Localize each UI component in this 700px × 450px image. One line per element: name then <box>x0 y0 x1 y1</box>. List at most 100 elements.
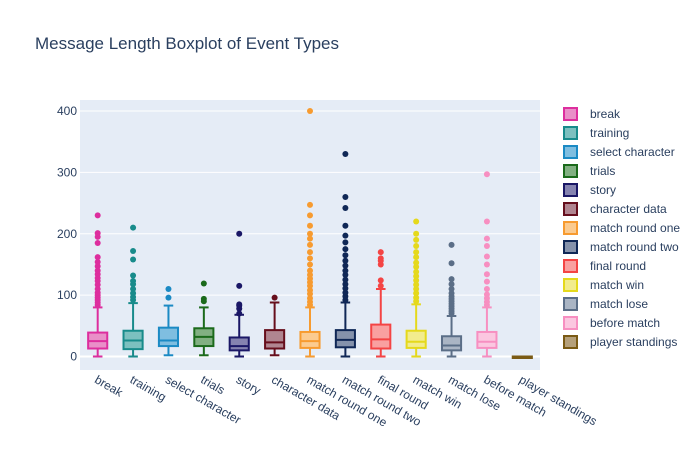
legend-label: player standings <box>590 335 677 349</box>
outlier-point <box>94 267 101 274</box>
outlier-point <box>130 256 137 263</box>
box-character-data <box>264 294 286 357</box>
outlier-point <box>342 271 349 278</box>
outlier-point <box>342 289 349 296</box>
legend-label: break <box>590 107 621 121</box>
outlier-point <box>236 230 243 237</box>
box-match-win <box>405 218 427 358</box>
legend-label: match round two <box>590 240 679 254</box>
legend-swatch <box>563 183 578 197</box>
outlier-point <box>307 271 313 278</box>
outlier-point <box>448 286 455 292</box>
legend-label: select character <box>590 145 675 159</box>
outlier-point <box>94 259 101 265</box>
outlier-point <box>342 232 349 239</box>
legend-item-match-round-one: match round one <box>563 221 680 235</box>
legend-swatch <box>563 145 578 159</box>
chart-title: Message Length Boxplot of Event Types <box>35 34 339 53</box>
outlier-point <box>377 255 384 262</box>
outlier-point <box>483 235 490 242</box>
outlier-point <box>483 286 490 292</box>
outlier-point <box>342 193 349 200</box>
legend-item-player-standings: player standings <box>563 335 677 349</box>
legend-label: match win <box>590 278 644 292</box>
y-tick-label: 300 <box>57 165 77 179</box>
outlier-point <box>377 277 384 284</box>
legend-item-match-round-two: match round two <box>563 240 679 254</box>
outlier-point <box>307 230 313 237</box>
legend-swatch <box>563 164 578 178</box>
outlier-point <box>448 260 455 267</box>
outlier-point <box>413 236 420 243</box>
iqr-box <box>370 323 392 350</box>
outlier-point <box>307 249 313 256</box>
outlier-point <box>413 218 420 225</box>
iqr-box <box>157 326 180 348</box>
outlier-point <box>413 243 420 250</box>
outlier-point <box>483 243 490 250</box>
legend-item-before-match: before match <box>563 316 660 330</box>
legend-label: training <box>590 126 629 140</box>
outlier-point <box>236 310 243 317</box>
outlier-point <box>342 276 349 283</box>
legend-swatch <box>563 278 578 292</box>
outlier-point <box>307 212 313 219</box>
outlier-point <box>307 261 313 268</box>
outlier-point <box>342 151 349 157</box>
outlier-point <box>342 222 349 229</box>
outlier-point <box>200 295 207 302</box>
box-break <box>87 212 109 358</box>
legend-swatch <box>563 335 578 349</box>
box-player-standings <box>511 355 533 359</box>
outlier-point <box>342 267 349 274</box>
outlier-point <box>236 282 243 289</box>
y-tick-label: 200 <box>57 227 77 241</box>
outlier-point <box>307 287 313 294</box>
box-before-match <box>476 171 498 358</box>
outlier-point <box>130 286 137 292</box>
outlier-point <box>342 205 349 211</box>
box-training <box>122 224 144 358</box>
iqr-box <box>476 330 498 349</box>
outlier-point <box>94 239 101 246</box>
y-tick-label: 400 <box>57 104 77 118</box>
outlier-point <box>413 259 420 266</box>
outlier-point <box>483 253 490 260</box>
legend-item-character-data: character data <box>563 202 667 216</box>
iqr-box <box>440 335 463 352</box>
outlier-point <box>130 247 137 254</box>
x-tick-label-break: break <box>92 372 126 400</box>
legend-label: story <box>590 183 616 197</box>
legend-item-story: story <box>563 183 616 197</box>
outlier-point <box>377 249 384 256</box>
outlier-point <box>448 241 455 248</box>
box-select-character <box>157 286 180 357</box>
outlier-point <box>483 291 490 298</box>
iqr-box <box>299 330 321 349</box>
outlier-point <box>448 276 455 283</box>
outlier-point <box>94 212 101 219</box>
legend-item-match-lose: match lose <box>563 297 648 311</box>
outlier-point <box>307 267 313 274</box>
legend-label: final round <box>590 259 646 273</box>
x-tick-label-story: story <box>234 372 264 397</box>
outlier-point <box>448 281 455 288</box>
iqr-box <box>228 336 250 352</box>
outlier-point <box>342 246 349 253</box>
legend-swatch <box>563 259 578 273</box>
outlier-point <box>307 201 313 208</box>
legend-label: match round one <box>590 221 680 235</box>
box-trials <box>193 280 215 357</box>
outlier-point <box>413 263 420 270</box>
legend-swatch <box>563 126 578 140</box>
outlier-point <box>342 285 349 292</box>
outlier-point <box>342 252 349 259</box>
box-match-lose <box>440 241 463 358</box>
outlier-point <box>200 280 207 287</box>
box-layer <box>87 108 533 359</box>
outlier-point <box>413 254 420 261</box>
outlier-point <box>307 108 313 115</box>
box-match-round-one <box>299 108 321 358</box>
